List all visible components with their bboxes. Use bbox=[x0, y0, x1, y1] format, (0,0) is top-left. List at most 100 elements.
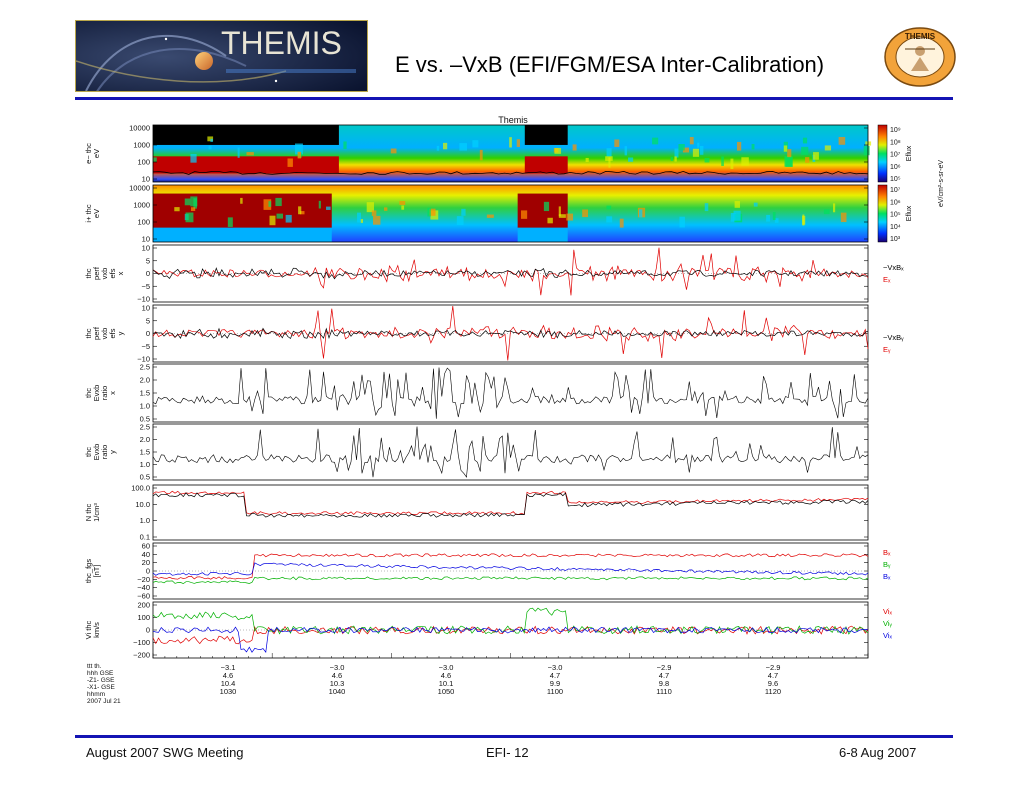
badge-text: THEMIS bbox=[905, 32, 936, 41]
spectrogram-streak bbox=[697, 142, 700, 148]
spectrogram-streak bbox=[801, 146, 809, 155]
spectrogram-streak bbox=[246, 152, 254, 156]
themis-banner-graphic: THEMIS bbox=[76, 21, 367, 91]
y-axis-label: perf bbox=[92, 326, 101, 340]
colorbar-tick-label: 10⁷ bbox=[890, 187, 901, 194]
spectrogram-streak bbox=[741, 157, 749, 166]
y-axis-label: y bbox=[116, 331, 125, 335]
spectrogram-streak bbox=[269, 215, 276, 226]
panel-bg bbox=[153, 364, 868, 422]
spectrogram-streak bbox=[429, 208, 436, 216]
spectrogram-streak bbox=[174, 207, 180, 212]
y-tick-label: 0 bbox=[146, 329, 150, 338]
spectrogram-streak bbox=[240, 197, 243, 204]
spectrogram-streak bbox=[670, 156, 673, 161]
spectrogram-streak bbox=[190, 196, 198, 207]
panel-bg bbox=[153, 424, 868, 480]
y-tick-label: −10 bbox=[137, 295, 150, 304]
spectrogram-streak bbox=[298, 206, 302, 215]
y-axis-label: i+ thc bbox=[85, 204, 93, 222]
spectrogram-streak bbox=[802, 214, 805, 226]
panel-frame bbox=[152, 484, 869, 541]
spectrogram-streak bbox=[784, 156, 793, 167]
y-tick-label: −5 bbox=[141, 282, 150, 291]
spectrogram-block bbox=[153, 125, 339, 145]
y-tick-label: 10 bbox=[142, 304, 150, 313]
spectrogram-streak bbox=[652, 137, 659, 145]
y-tick-label: 0.5 bbox=[140, 473, 150, 482]
spectrogram-streak bbox=[390, 148, 397, 154]
y-axis-label: [nT] bbox=[92, 565, 101, 578]
spectrogram-streak bbox=[730, 213, 736, 222]
x-tick-r1: −3.1 bbox=[221, 663, 236, 672]
colorbar-tick-label: 10³ bbox=[890, 236, 901, 243]
spectrogram-streak bbox=[227, 217, 233, 227]
y-tick-label: 10 bbox=[142, 235, 150, 244]
y-axis-label: ratio bbox=[100, 386, 109, 401]
legend-label: Eₓ bbox=[883, 275, 891, 284]
spectrogram-streak bbox=[461, 208, 466, 216]
y-axis-label: efs bbox=[108, 268, 117, 278]
spectrogram-streak bbox=[318, 200, 321, 209]
y-tick-label: 0 bbox=[146, 626, 150, 635]
spectrogram-streak bbox=[184, 198, 191, 206]
spectrogram-block bbox=[524, 156, 568, 174]
y-tick-label: 100.0 bbox=[131, 484, 150, 493]
colorbar-1: 10⁹ 10⁸ 10⁷ 10⁶ 10⁵ Eflux bbox=[877, 124, 913, 183]
spectrogram-streak bbox=[766, 214, 771, 222]
panel-bg bbox=[153, 485, 868, 540]
spectrogram-streak bbox=[237, 147, 240, 158]
spectrogram-streak bbox=[566, 213, 574, 221]
legend-label: Viᵧ bbox=[883, 619, 893, 628]
spectrogram-streak bbox=[736, 141, 742, 151]
spectrogram-streak bbox=[582, 209, 589, 218]
y-tick-label: 10.0 bbox=[135, 500, 150, 509]
spectrogram-streak bbox=[456, 216, 464, 225]
footer-rule bbox=[75, 735, 953, 738]
y-tick-label: −100 bbox=[133, 638, 150, 647]
legend-label: −VxBᵧ bbox=[883, 333, 904, 342]
spectrogram-streak bbox=[554, 147, 562, 154]
spectrogram-block bbox=[153, 156, 339, 174]
spectrogram-streak bbox=[207, 136, 214, 142]
colorbar-label: Eflux bbox=[906, 205, 913, 221]
themis-badge: THEMIS bbox=[883, 27, 957, 87]
x-tick-r3: 10.1 bbox=[439, 679, 454, 688]
y-tick-label: 1.5 bbox=[140, 389, 150, 398]
x-tick-time: 1030 bbox=[220, 687, 237, 696]
y-axis-label: Vi thc bbox=[85, 620, 93, 639]
spectrogram-streak bbox=[628, 157, 634, 162]
x-tick-r2: 4.6 bbox=[332, 671, 342, 680]
footer-date: 6-8 Aug 2007 bbox=[839, 745, 917, 760]
spectrogram-streak bbox=[689, 136, 694, 145]
colorbar-units-label: eV/cm²‑s‑sr‑eV bbox=[938, 160, 945, 207]
spectrogram-streak bbox=[547, 217, 553, 224]
y-tick-label: 0 bbox=[146, 269, 150, 278]
legend-label: Viₓ bbox=[883, 631, 893, 640]
spectrogram-streak bbox=[678, 144, 685, 151]
x-row-label: ttt th. bbox=[87, 663, 102, 670]
spectrogram-block bbox=[517, 227, 568, 242]
series-ratio bbox=[152, 367, 869, 419]
y-tick-label: 100 bbox=[137, 613, 150, 622]
spectrogram-streak bbox=[863, 146, 870, 156]
panel-2: 10000 1000 100 10 i+ thc eV bbox=[84, 184, 869, 244]
y-tick-label: 5 bbox=[146, 256, 150, 265]
spectrogram-streak bbox=[326, 206, 331, 210]
spectrogram-streak bbox=[401, 205, 405, 210]
y-tick-label: 10000 bbox=[129, 184, 150, 193]
y-tick-label: 100 bbox=[137, 158, 150, 167]
x-tick-r3: 9.6 bbox=[768, 679, 778, 688]
series-bz bbox=[152, 562, 869, 576]
x-tick-r1: −3.0 bbox=[548, 663, 563, 672]
spectrogram-streak bbox=[679, 216, 685, 228]
spectrogram-streak bbox=[585, 157, 589, 163]
spectrogram-streak bbox=[399, 200, 406, 205]
y-axis-label: vxb bbox=[100, 328, 109, 340]
spectrogram-streak bbox=[558, 206, 561, 217]
y-axis-label: Evxb bbox=[92, 385, 101, 402]
x-row-label: hhh GSE bbox=[87, 670, 114, 677]
